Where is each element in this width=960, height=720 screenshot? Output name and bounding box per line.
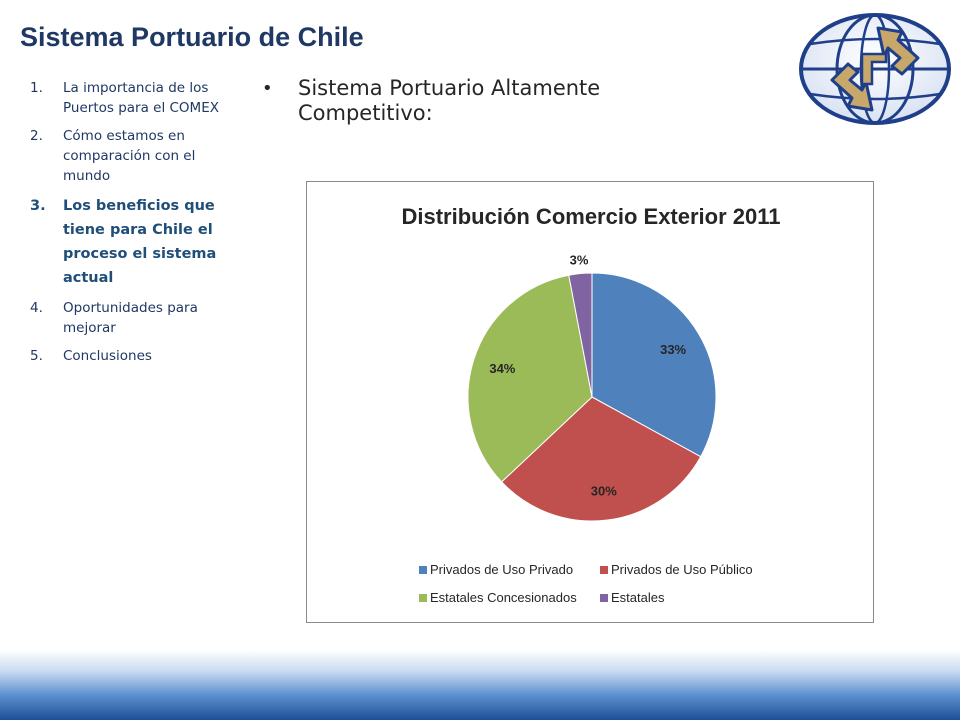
legend-swatch-privados-uso-privado: [419, 566, 427, 574]
pie-slice-privados-uso-publico: [500, 396, 702, 522]
content-heading: Sistema Portuario Altamente Competitivo:: [298, 76, 601, 125]
legend-label-estatales: Estatales: [611, 590, 665, 605]
agenda-item-label: La importancia de los Puertos para el CO…: [63, 80, 219, 116]
legend-label-privados-uso-publico: Privados de Uso Público: [611, 562, 753, 577]
pie-slice-estatales: [568, 272, 593, 398]
agenda-item-4[interactable]: 4. Oportunidades para mejorar: [30, 298, 235, 338]
pie-chart-svg: Distribución Comercio Exterior 2011 33%3…: [401, 204, 780, 605]
legend-swatch-estatales-concesionados: [419, 594, 427, 602]
legend-swatch-estatales: [600, 594, 608, 602]
chart-legend: Privados de Uso Privado Privados de Uso P…: [419, 562, 753, 605]
agenda-item-label: Oportunidades para mejorar: [63, 300, 198, 336]
legend-label-estatales-concesionados: Estatales Concesionados: [430, 590, 577, 605]
agenda-item-1[interactable]: 1. La importancia de los Puertos para el …: [30, 78, 235, 118]
bullet-icon: •: [262, 78, 273, 99]
data-label-estatales-concesionados: 34%: [489, 361, 515, 376]
agenda-item-label: Cómo estamos en comparación con el mundo: [63, 128, 196, 184]
pie-slices: [467, 272, 717, 522]
legend-swatch-privados-uso-publico: [600, 566, 608, 574]
legend-label-privados-uso-privado: Privados de Uso Privado: [430, 562, 573, 577]
pie-chart: Distribución Comercio Exterior 2011 33% 3…: [306, 181, 874, 623]
data-label-estatales: 3%: [570, 253, 589, 268]
content-bullet: • Sistema Portuario Altamente Competitiv…: [262, 76, 662, 126]
pie-data-labels: 33% 30% 34% 3%: [489, 253, 686, 499]
data-label-privados-uso-publico: 30%: [591, 483, 617, 498]
agenda-item-2[interactable]: 2. Cómo estamos en comparación con el mun…: [30, 126, 235, 186]
globe-arrows-logo-icon: [796, 10, 954, 128]
agenda-item-3-active[interactable]: 3. Los beneficios que tiene para Chile el…: [30, 194, 235, 290]
pie-slice-estatales-concesionados: [467, 274, 593, 483]
chart-title: Distribución Comercio Exterior 2011: [401, 204, 780, 229]
agenda-item-label: Conclusiones: [63, 348, 152, 364]
footer-band: [0, 650, 960, 720]
pie-slice-privados-uso-privado: [591, 272, 717, 458]
agenda-item-5[interactable]: 5. Conclusiones: [30, 346, 235, 366]
data-label-privados-uso-privado: 33%: [660, 342, 686, 357]
slide-title: Sistema Portuario de Chile: [20, 22, 364, 52]
agenda-item-label: Los beneficios que tiene para Chile el p…: [63, 198, 217, 286]
agenda-list: 1. La importancia de los Puertos para el …: [30, 78, 235, 374]
